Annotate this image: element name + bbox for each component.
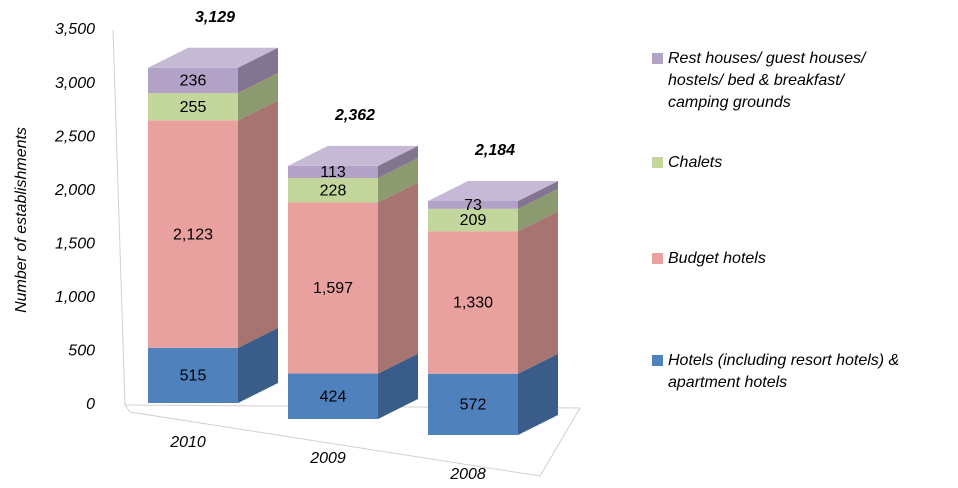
y-tick-label: 2,000 bbox=[54, 182, 95, 199]
bar-side bbox=[518, 353, 558, 435]
y-axis-label: Number of establishments bbox=[13, 127, 30, 313]
value-label: 73 bbox=[464, 197, 482, 214]
value-label: 1,597 bbox=[313, 280, 353, 297]
bar bbox=[288, 202, 378, 374]
bar-side bbox=[518, 211, 558, 374]
y-tick-label: 2,500 bbox=[54, 128, 95, 145]
y-tick-label: 3,000 bbox=[55, 75, 95, 92]
legend-swatch bbox=[652, 355, 663, 366]
legend-item: Chalets bbox=[652, 152, 902, 174]
legend-swatch bbox=[652, 53, 663, 64]
bar bbox=[428, 231, 518, 374]
bar bbox=[288, 373, 378, 419]
bar bbox=[428, 373, 518, 435]
bar-side bbox=[518, 181, 558, 209]
bar-side bbox=[518, 188, 558, 232]
legend-swatch bbox=[652, 253, 663, 264]
value-label: 228 bbox=[320, 182, 347, 199]
bar-top bbox=[148, 47, 278, 68]
bar bbox=[148, 67, 238, 94]
bar-side bbox=[238, 73, 278, 121]
y-axis-line bbox=[112, 29, 126, 406]
bar-side bbox=[378, 353, 418, 419]
bar bbox=[428, 208, 518, 232]
value-label: 515 bbox=[180, 368, 207, 385]
bar bbox=[148, 93, 238, 121]
x-tick-label: 2010 bbox=[169, 434, 206, 451]
total-label: 2,362 bbox=[334, 107, 375, 124]
bar-side bbox=[238, 100, 278, 348]
legend-label: Budget hotels bbox=[668, 250, 766, 267]
bar-side bbox=[238, 47, 278, 94]
value-label: 424 bbox=[320, 389, 347, 406]
value-label: 572 bbox=[460, 397, 487, 414]
x-tick-label: 2009 bbox=[309, 450, 346, 467]
y-tick-label: 3,500 bbox=[55, 21, 95, 38]
total-label: 2,184 bbox=[474, 142, 515, 159]
legend-swatch bbox=[652, 157, 663, 168]
bar bbox=[148, 347, 238, 403]
legend-label: Rest houses/ guest houses/ hostels/ bed … bbox=[668, 50, 866, 111]
y-tick-label: 1,500 bbox=[55, 236, 95, 253]
bar-side bbox=[238, 327, 278, 403]
bar bbox=[148, 120, 238, 348]
y-tick-label: 0 bbox=[86, 396, 95, 413]
bar-side bbox=[378, 158, 418, 203]
bar-side bbox=[378, 182, 418, 374]
legend-item: Hotels (including resort hotels) & apart… bbox=[652, 350, 942, 394]
value-label: 236 bbox=[180, 73, 207, 90]
y-tick-label: 1,000 bbox=[55, 289, 95, 306]
bar-top bbox=[288, 145, 418, 166]
bar-top bbox=[428, 181, 558, 201]
bar bbox=[288, 178, 378, 203]
value-label: 113 bbox=[320, 164, 346, 181]
legend-label: Chalets bbox=[668, 154, 723, 171]
x-tick-label: 2008 bbox=[449, 466, 486, 483]
value-label: 1,330 bbox=[453, 295, 493, 312]
legend-item: Rest houses/ guest houses/ hostels/ bed … bbox=[652, 48, 877, 114]
bar-side bbox=[378, 145, 418, 179]
total-label: 3,129 bbox=[195, 9, 235, 26]
value-label: 2,123 bbox=[173, 226, 213, 243]
bar bbox=[428, 201, 518, 209]
value-label: 255 bbox=[180, 99, 207, 116]
legend-item: Budget hotels bbox=[652, 248, 902, 270]
bar bbox=[288, 165, 378, 179]
value-label: 209 bbox=[460, 212, 487, 229]
legend-label: Hotels (including resort hotels) & apart… bbox=[668, 352, 900, 391]
y-tick-label: 500 bbox=[68, 343, 95, 360]
